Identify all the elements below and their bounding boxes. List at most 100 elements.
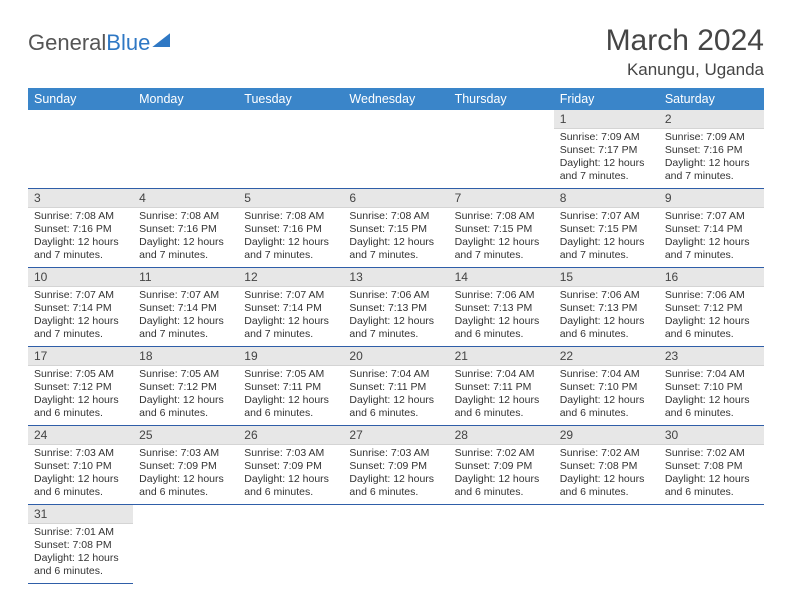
calendar-cell: 12Sunrise: 7:07 AMSunset: 7:14 PMDayligh… (238, 268, 343, 347)
page-title: March 2024 (606, 24, 764, 58)
day-number: 28 (449, 426, 554, 445)
calendar-cell (133, 505, 238, 584)
calendar-week-row: 31Sunrise: 7:01 AMSunset: 7:08 PMDayligh… (28, 505, 764, 584)
day-number: 21 (449, 347, 554, 366)
calendar-cell: 5Sunrise: 7:08 AMSunset: 7:16 PMDaylight… (238, 189, 343, 268)
calendar-cell: 24Sunrise: 7:03 AMSunset: 7:10 PMDayligh… (28, 426, 133, 505)
day-number: 3 (28, 189, 133, 208)
day-number: 20 (343, 347, 448, 366)
day-details: Sunrise: 7:06 AMSunset: 7:12 PMDaylight:… (659, 287, 764, 346)
day-details: Sunrise: 7:04 AMSunset: 7:10 PMDaylight:… (554, 366, 659, 425)
header: GeneralBlue March 2024 Kanungu, Uganda (28, 24, 764, 80)
calendar-cell: 26Sunrise: 7:03 AMSunset: 7:09 PMDayligh… (238, 426, 343, 505)
calendar-cell: 30Sunrise: 7:02 AMSunset: 7:08 PMDayligh… (659, 426, 764, 505)
calendar-table: SundayMondayTuesdayWednesdayThursdayFrid… (28, 88, 764, 584)
calendar-cell (659, 505, 764, 584)
day-number: 9 (659, 189, 764, 208)
day-details: Sunrise: 7:06 AMSunset: 7:13 PMDaylight:… (343, 287, 448, 346)
calendar-week-row: 10Sunrise: 7:07 AMSunset: 7:14 PMDayligh… (28, 268, 764, 347)
calendar-cell: 13Sunrise: 7:06 AMSunset: 7:13 PMDayligh… (343, 268, 448, 347)
weekday-header: Tuesday (238, 88, 343, 110)
calendar-cell: 2Sunrise: 7:09 AMSunset: 7:16 PMDaylight… (659, 110, 764, 189)
calendar-cell: 7Sunrise: 7:08 AMSunset: 7:15 PMDaylight… (449, 189, 554, 268)
day-number: 17 (28, 347, 133, 366)
day-number: 19 (238, 347, 343, 366)
location-subtitle: Kanungu, Uganda (606, 60, 764, 80)
day-details: Sunrise: 7:05 AMSunset: 7:11 PMDaylight:… (238, 366, 343, 425)
day-number: 6 (343, 189, 448, 208)
calendar-week-row: 17Sunrise: 7:05 AMSunset: 7:12 PMDayligh… (28, 347, 764, 426)
day-details: Sunrise: 7:04 AMSunset: 7:11 PMDaylight:… (449, 366, 554, 425)
day-details: Sunrise: 7:06 AMSunset: 7:13 PMDaylight:… (449, 287, 554, 346)
day-number: 15 (554, 268, 659, 287)
calendar-cell (449, 110, 554, 189)
day-details: Sunrise: 7:02 AMSunset: 7:08 PMDaylight:… (554, 445, 659, 504)
calendar-cell (343, 505, 448, 584)
calendar-cell (238, 110, 343, 189)
calendar-cell: 19Sunrise: 7:05 AMSunset: 7:11 PMDayligh… (238, 347, 343, 426)
day-number: 31 (28, 505, 133, 524)
calendar-week-row: 3Sunrise: 7:08 AMSunset: 7:16 PMDaylight… (28, 189, 764, 268)
day-details: Sunrise: 7:09 AMSunset: 7:16 PMDaylight:… (659, 129, 764, 188)
logo: GeneralBlue (28, 24, 170, 56)
day-details: Sunrise: 7:09 AMSunset: 7:17 PMDaylight:… (554, 129, 659, 188)
day-number: 23 (659, 347, 764, 366)
calendar-cell: 4Sunrise: 7:08 AMSunset: 7:16 PMDaylight… (133, 189, 238, 268)
calendar-cell: 16Sunrise: 7:06 AMSunset: 7:12 PMDayligh… (659, 268, 764, 347)
day-details: Sunrise: 7:02 AMSunset: 7:08 PMDaylight:… (659, 445, 764, 504)
day-number: 30 (659, 426, 764, 445)
calendar-cell: 28Sunrise: 7:02 AMSunset: 7:09 PMDayligh… (449, 426, 554, 505)
calendar-cell: 8Sunrise: 7:07 AMSunset: 7:15 PMDaylight… (554, 189, 659, 268)
day-details: Sunrise: 7:03 AMSunset: 7:10 PMDaylight:… (28, 445, 133, 504)
calendar-cell (449, 505, 554, 584)
day-details: Sunrise: 7:04 AMSunset: 7:10 PMDaylight:… (659, 366, 764, 425)
calendar-cell: 14Sunrise: 7:06 AMSunset: 7:13 PMDayligh… (449, 268, 554, 347)
day-number: 11 (133, 268, 238, 287)
day-details: Sunrise: 7:03 AMSunset: 7:09 PMDaylight:… (238, 445, 343, 504)
day-number: 18 (133, 347, 238, 366)
day-number: 2 (659, 110, 764, 129)
day-number: 12 (238, 268, 343, 287)
calendar-cell: 23Sunrise: 7:04 AMSunset: 7:10 PMDayligh… (659, 347, 764, 426)
calendar-cell: 22Sunrise: 7:04 AMSunset: 7:10 PMDayligh… (554, 347, 659, 426)
day-details: Sunrise: 7:08 AMSunset: 7:16 PMDaylight:… (28, 208, 133, 267)
weekday-header-row: SundayMondayTuesdayWednesdayThursdayFrid… (28, 88, 764, 110)
day-details: Sunrise: 7:04 AMSunset: 7:11 PMDaylight:… (343, 366, 448, 425)
day-details: Sunrise: 7:07 AMSunset: 7:15 PMDaylight:… (554, 208, 659, 267)
day-details: Sunrise: 7:02 AMSunset: 7:09 PMDaylight:… (449, 445, 554, 504)
day-number: 16 (659, 268, 764, 287)
day-details: Sunrise: 7:08 AMSunset: 7:16 PMDaylight:… (238, 208, 343, 267)
day-details: Sunrise: 7:07 AMSunset: 7:14 PMDaylight:… (133, 287, 238, 346)
day-number: 26 (238, 426, 343, 445)
day-details: Sunrise: 7:06 AMSunset: 7:13 PMDaylight:… (554, 287, 659, 346)
calendar-cell: 29Sunrise: 7:02 AMSunset: 7:08 PMDayligh… (554, 426, 659, 505)
title-block: March 2024 Kanungu, Uganda (606, 24, 764, 80)
day-details: Sunrise: 7:08 AMSunset: 7:15 PMDaylight:… (449, 208, 554, 267)
weekday-header: Saturday (659, 88, 764, 110)
weekday-header: Friday (554, 88, 659, 110)
weekday-header: Wednesday (343, 88, 448, 110)
calendar-week-row: 24Sunrise: 7:03 AMSunset: 7:10 PMDayligh… (28, 426, 764, 505)
logo-mark-icon (152, 33, 170, 47)
day-number: 5 (238, 189, 343, 208)
calendar-cell (28, 110, 133, 189)
day-details: Sunrise: 7:07 AMSunset: 7:14 PMDaylight:… (28, 287, 133, 346)
calendar-body: 1Sunrise: 7:09 AMSunset: 7:17 PMDaylight… (28, 110, 764, 584)
calendar-cell: 27Sunrise: 7:03 AMSunset: 7:09 PMDayligh… (343, 426, 448, 505)
day-number: 14 (449, 268, 554, 287)
day-details: Sunrise: 7:03 AMSunset: 7:09 PMDaylight:… (133, 445, 238, 504)
weekday-header: Monday (133, 88, 238, 110)
calendar-cell: 21Sunrise: 7:04 AMSunset: 7:11 PMDayligh… (449, 347, 554, 426)
day-details: Sunrise: 7:08 AMSunset: 7:16 PMDaylight:… (133, 208, 238, 267)
weekday-header: Sunday (28, 88, 133, 110)
calendar-cell: 6Sunrise: 7:08 AMSunset: 7:15 PMDaylight… (343, 189, 448, 268)
logo-text-1: General (28, 30, 106, 56)
calendar-cell (133, 110, 238, 189)
day-details: Sunrise: 7:03 AMSunset: 7:09 PMDaylight:… (343, 445, 448, 504)
day-details: Sunrise: 7:05 AMSunset: 7:12 PMDaylight:… (133, 366, 238, 425)
calendar-cell: 15Sunrise: 7:06 AMSunset: 7:13 PMDayligh… (554, 268, 659, 347)
day-number: 22 (554, 347, 659, 366)
day-details: Sunrise: 7:07 AMSunset: 7:14 PMDaylight:… (659, 208, 764, 267)
calendar-cell: 18Sunrise: 7:05 AMSunset: 7:12 PMDayligh… (133, 347, 238, 426)
calendar-cell (554, 505, 659, 584)
